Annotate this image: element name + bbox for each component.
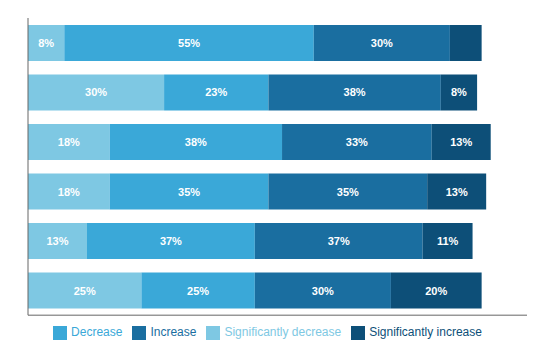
svg-text:38%: 38% (185, 136, 207, 148)
svg-text:13%: 13% (446, 186, 468, 198)
svg-text:18%: 18% (58, 136, 80, 148)
svg-text:25%: 25% (74, 285, 96, 297)
svg-text:30%: 30% (312, 285, 334, 297)
html-text:Significantly increase: Significantly increase (369, 325, 482, 340)
svg-text:18%: 18% (58, 186, 80, 198)
html-text:Significantly decrease: Significantly decrease (224, 325, 342, 340)
svg-text:25%: 25% (187, 285, 209, 297)
svg-text:20%: 20% (425, 285, 447, 297)
html-text:Decrease: Decrease (71, 325, 123, 340)
svg-text:23%: 23% (205, 86, 227, 98)
svg-text:38%: 38% (344, 86, 366, 98)
svg-text:11%: 11% (437, 235, 459, 247)
svg-text:33%: 33% (346, 136, 368, 148)
svg-text:30%: 30% (371, 37, 393, 49)
html-text:Increase: Increase (150, 325, 197, 340)
svg-text:37%: 37% (160, 235, 182, 247)
svg-text:35%: 35% (178, 186, 200, 198)
svg-text:55%: 55% (178, 37, 200, 49)
svg-text:8%: 8% (451, 86, 467, 98)
svg-text:8%: 8% (38, 37, 54, 49)
svg-text:30%: 30% (85, 86, 107, 98)
svg-text:35%: 35% (337, 186, 359, 198)
svg-text:37%: 37% (328, 235, 350, 247)
svg-text:13%: 13% (450, 136, 472, 148)
svg-text:13%: 13% (46, 235, 68, 247)
